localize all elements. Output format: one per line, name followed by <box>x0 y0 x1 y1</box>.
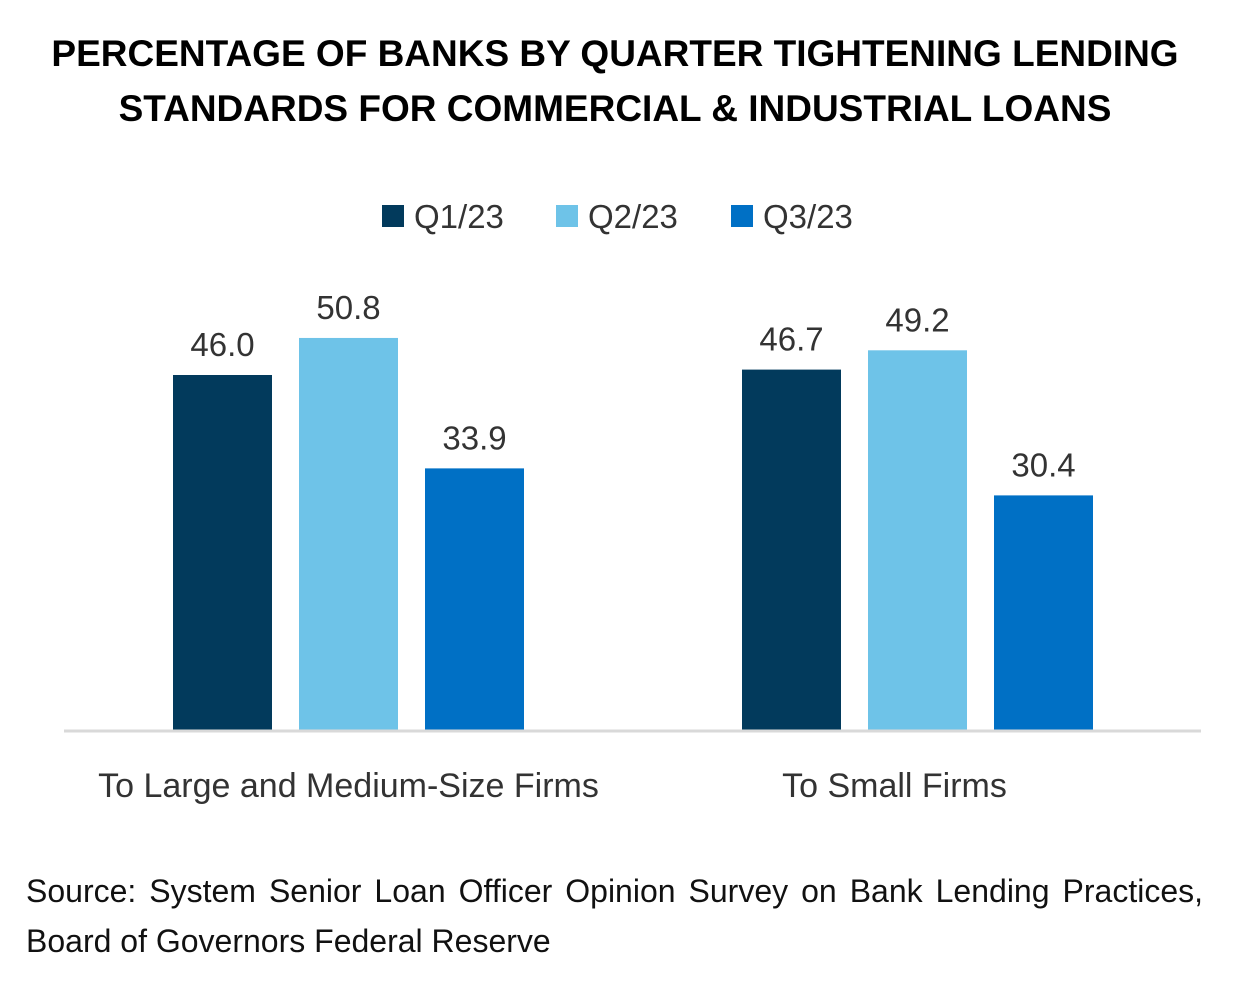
chart-title-line-1: PERCENTAGE OF BANKS BY QUARTER TIGHTENIN… <box>51 33 1179 74</box>
legend-swatch-Q2-23 <box>556 205 578 227</box>
data-label: 50.8 <box>316 289 380 326</box>
data-label: 30.4 <box>1011 446 1075 483</box>
bar-Q3-23-0 <box>425 468 524 730</box>
category-label: To Small Firms <box>782 767 1007 805</box>
bar-Q2-23-1 <box>868 350 967 730</box>
legend-label-Q1-23: Q1/23 <box>414 198 504 235</box>
bar-Q2-23-0 <box>299 337 398 730</box>
legend-label-Q3-23: Q3/23 <box>763 198 853 235</box>
data-label: 49.2 <box>885 301 949 338</box>
data-label: 33.9 <box>442 419 506 456</box>
bar-Q1-23-0 <box>173 375 272 730</box>
chart-title-line-2: STANDARDS FOR COMMERCIAL & INDUSTRIAL LO… <box>118 88 1112 129</box>
legend-swatch-Q1-23 <box>382 205 404 227</box>
source-note: Source: System Senior Loan Officer Opini… <box>26 873 1203 959</box>
chart-title: PERCENTAGE OF BANKS BY QUARTER TIGHTENIN… <box>0 26 1230 136</box>
legend-swatch-Q3-23 <box>731 205 753 227</box>
data-label: 46.0 <box>190 326 254 363</box>
legend-label-Q2-23: Q2/23 <box>588 198 678 235</box>
bar-Q3-23-1 <box>994 495 1093 730</box>
data-label: 46.7 <box>759 321 823 358</box>
category-label: To Large and Medium-Size Firms <box>98 767 599 805</box>
bar-Q1-23-1 <box>742 369 841 730</box>
